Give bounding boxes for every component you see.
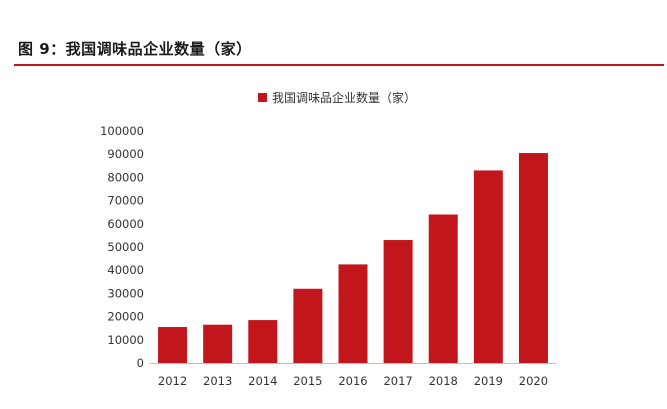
- x-tick-label: 2014: [248, 374, 277, 388]
- y-tick-label: 80000: [107, 170, 144, 184]
- bar-2020: [518, 153, 548, 363]
- y-tick-label: 50000: [107, 240, 144, 254]
- legend: 我国调味品企业数量（家）: [258, 90, 416, 105]
- legend-swatch: [258, 93, 267, 102]
- x-tick-label: 2013: [203, 374, 232, 388]
- bar-2018: [428, 214, 458, 363]
- figure-title: 图 9：我国调味品企业数量（家）: [18, 40, 252, 58]
- bar-2019: [473, 170, 503, 363]
- y-tick-label: 100000: [100, 124, 144, 138]
- y-tick-label: 90000: [107, 147, 144, 161]
- x-tick-label: 2019: [474, 374, 503, 388]
- y-tick-label: 0: [137, 356, 144, 370]
- y-tick-label: 10000: [107, 333, 144, 347]
- title-divider: [14, 64, 664, 66]
- x-tick-label: 2012: [158, 374, 187, 388]
- bar-2015: [293, 288, 323, 363]
- legend-label: 我国调味品企业数量（家）: [272, 90, 416, 105]
- x-tick-label: 2017: [383, 374, 412, 388]
- x-axis-ticks: 2012 2013 2014 2015 2016 2017 2018 2019 2020: [158, 374, 548, 388]
- y-tick-label: 20000: [107, 310, 144, 324]
- bar-2012: [158, 327, 188, 363]
- bar-2013: [203, 324, 233, 363]
- y-tick-label: 60000: [107, 217, 144, 231]
- x-tick-label: 2020: [519, 374, 548, 388]
- bar-2014: [248, 320, 278, 363]
- x-tick-label: 2018: [429, 374, 458, 388]
- x-tick-label: 2015: [293, 374, 322, 388]
- bar-2016: [338, 264, 368, 363]
- bar-2017: [383, 240, 413, 363]
- x-tick-label: 2016: [338, 374, 367, 388]
- y-tick-label: 70000: [107, 194, 144, 208]
- y-axis-ticks: 0 10000 20000 30000 40000 50000 60000 70000 8000…: [100, 124, 144, 370]
- bars: [158, 153, 548, 363]
- y-tick-label: 30000: [107, 286, 144, 300]
- y-tick-label: 40000: [107, 263, 144, 277]
